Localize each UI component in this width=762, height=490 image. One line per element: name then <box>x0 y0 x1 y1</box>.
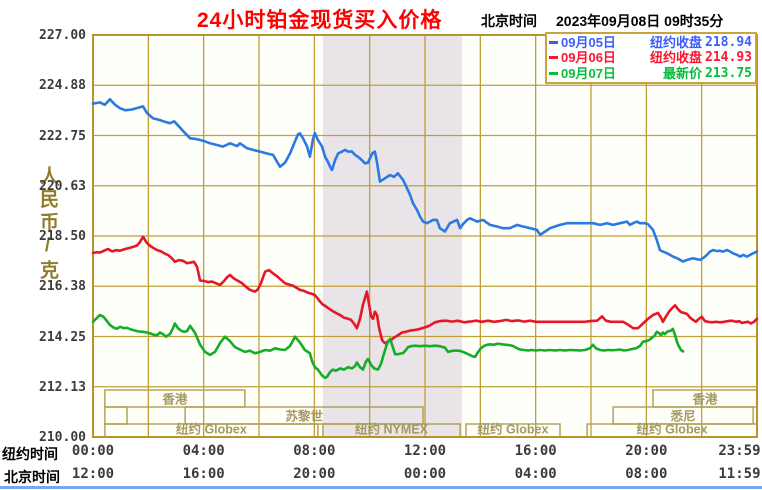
session-label: 香港 <box>161 392 188 407</box>
session-label: 纽约 Globex <box>478 422 549 437</box>
legend-date: 09月07日 <box>561 65 616 81</box>
legend-box: 09月05日 纽约收盘 218.94 09月06日 纽约收盘 214.93 09… <box>545 32 757 84</box>
bj-time-tick-label: 11:59 <box>718 466 761 482</box>
y-tick-label: 214.25 <box>39 329 86 345</box>
session-label: 悉尼 <box>670 409 696 424</box>
bj-time-row-header: 北京时间 <box>4 469 60 485</box>
bottom-divider <box>0 486 762 489</box>
session-label: 纽约 NYMEX <box>355 422 429 437</box>
session-label: 苏黎世 <box>285 409 323 424</box>
y-axis-unit-label: 人民币/克 <box>37 166 58 283</box>
legend-label: 纽约收盘 <box>649 35 702 51</box>
ny-time-tick-label: 04:00 <box>182 443 225 459</box>
session-bar <box>104 389 246 408</box>
price-line-sep07 <box>91 313 685 380</box>
y-tick-label: 212.13 <box>39 379 86 395</box>
bj-time-tick-label: 12:00 <box>71 466 115 482</box>
bj-time-tick-label: 08:00 <box>625 466 668 482</box>
page-title: 24小时铂金现货买入价格 <box>197 9 443 32</box>
ny-time-tick-label: 00:00 <box>71 443 115 459</box>
ny-time-tick-label: 12:00 <box>403 443 447 459</box>
legend-date: 09月05日 <box>561 35 616 51</box>
blue-line-swatch-icon <box>549 41 558 45</box>
bj-time-tick-label: 16:00 <box>182 466 225 482</box>
price-line-sep05 <box>91 98 759 263</box>
session-label: 纽约 Globex <box>176 422 247 437</box>
bj-time-tick-label: 00:00 <box>403 466 447 482</box>
ny-time-tick-label: 20:00 <box>625 443 668 459</box>
red-line-swatch-icon <box>549 56 558 60</box>
ny-time-tick-label: 16:00 <box>514 443 557 459</box>
legend-label: 最新价 <box>662 65 702 81</box>
y-tick-label: 216.38 <box>39 279 86 295</box>
price-line-sep06 <box>91 235 759 345</box>
legend-item-sep07: 09月07日 最新价 213.75 <box>549 66 752 81</box>
y-tick-label: 224.88 <box>39 78 86 94</box>
legend-label: 纽约收盘 <box>649 50 702 66</box>
legend-value: 213.75 <box>705 65 752 81</box>
plot-border <box>92 34 758 438</box>
bj-time-tick-label: 20:00 <box>293 466 336 482</box>
ny-time-tick-label: 23:59 <box>718 443 761 459</box>
green-line-swatch-icon <box>549 71 558 75</box>
y-tick-label: 218.50 <box>39 229 86 244</box>
ny-time-tick-label: 08:00 <box>293 443 336 459</box>
session-label: 香港 <box>691 392 718 407</box>
y-tick-label: 222.75 <box>39 128 86 144</box>
y-tick-label: 227.00 <box>39 28 86 43</box>
timestamp: 2023年09月08日 09时35分 <box>556 13 724 29</box>
legend-item-sep05: 09月05日 纽约收盘 218.94 <box>549 35 752 50</box>
legend-item-sep06: 09月06日 纽约收盘 214.93 <box>549 50 752 65</box>
legend-date: 09月06日 <box>561 50 616 66</box>
legend-value: 218.94 <box>705 35 752 51</box>
legend-value: 214.93 <box>705 50 752 66</box>
y-tick-label: 210.00 <box>39 430 86 445</box>
ny-time-row-header: 纽约时间 <box>2 446 58 462</box>
session-label: 纽约 Globex <box>637 422 708 437</box>
beijing-time-label: 北京时间 <box>481 13 537 29</box>
bj-time-tick-label: 04:00 <box>514 466 557 482</box>
y-tick-label: 220.63 <box>39 178 86 194</box>
